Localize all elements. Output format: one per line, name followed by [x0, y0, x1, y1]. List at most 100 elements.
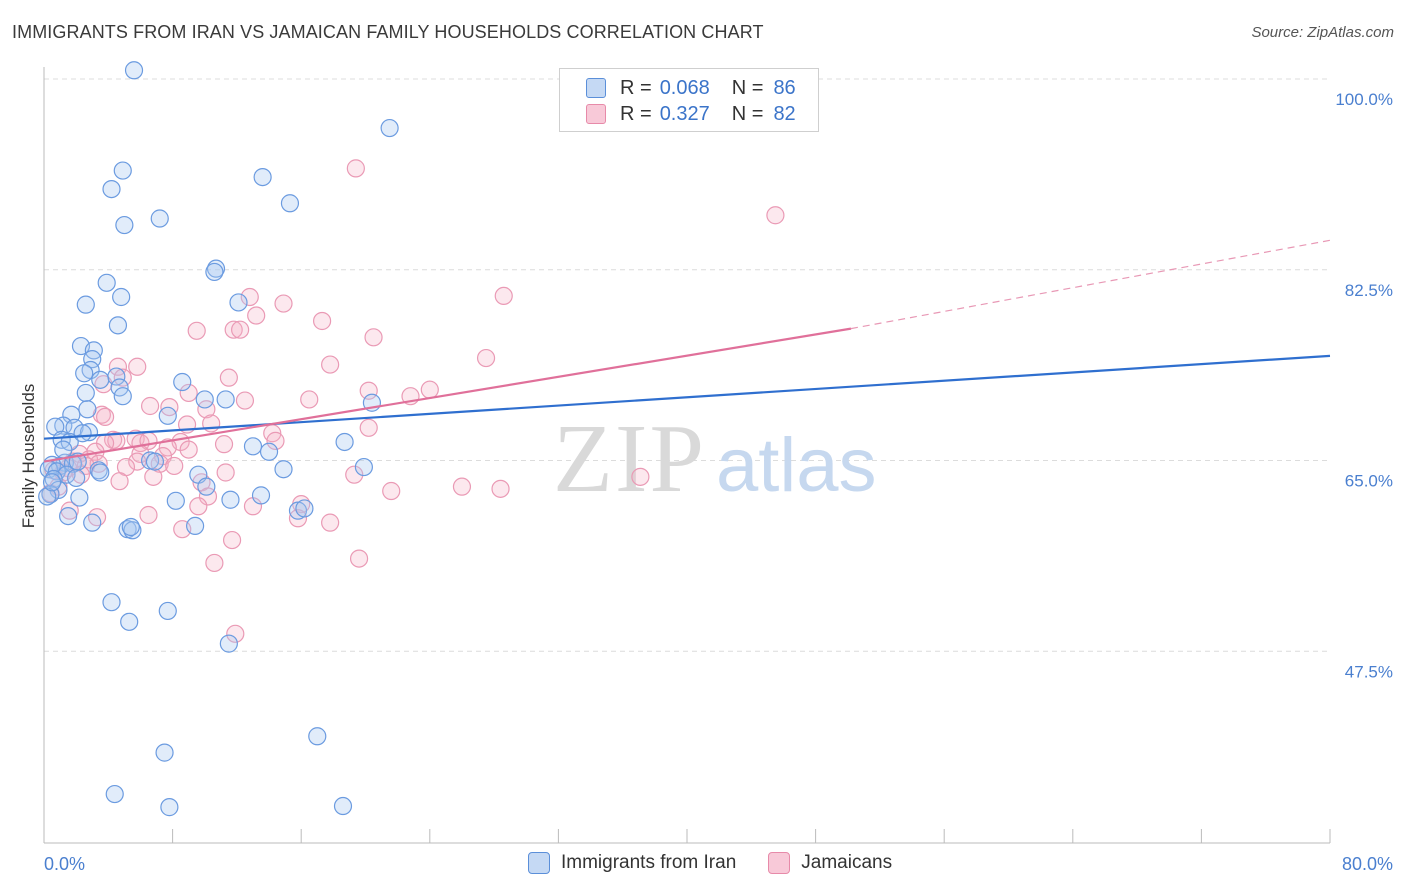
- legend-n-label: N =: [731, 102, 764, 125]
- series-label-jamaicans: Jamaicans: [801, 852, 893, 873]
- iran-point: [124, 61, 144, 80]
- jamaicans-point: [95, 407, 115, 426]
- jamaicans-point: [216, 463, 235, 482]
- iran-point: [78, 400, 97, 419]
- iran-point: [115, 215, 134, 235]
- jamaicans-point: [144, 467, 163, 486]
- correlation-legend: R = 0.068 N = 86 R = 0.327 N = 82: [559, 68, 819, 132]
- series-legend: Immigrants from Iran Jamaicans: [528, 852, 924, 874]
- iran-point: [73, 424, 92, 443]
- iran-point: [91, 463, 110, 482]
- jamaicans-point: [452, 477, 472, 496]
- iran-point: [75, 364, 94, 383]
- jamaicans-point: [214, 435, 234, 454]
- jamaicans-point: [288, 509, 308, 528]
- iran-point: [333, 796, 353, 816]
- legend-n-label: N =: [731, 76, 764, 99]
- iran-point: [160, 798, 179, 817]
- series-legend-item-jamaicans: Jamaicans: [768, 852, 892, 874]
- legend-swatch-iran: [586, 78, 606, 98]
- jamaicans-point: [189, 497, 208, 516]
- iran-point: [221, 490, 240, 509]
- iran-point: [243, 437, 263, 456]
- iran-point: [42, 473, 62, 492]
- jamaicans-point: [382, 481, 401, 501]
- jamaicans-point: [266, 431, 285, 450]
- iran-point: [308, 727, 327, 746]
- iran-point: [216, 390, 235, 409]
- iran-point: [76, 383, 95, 403]
- jamaicans-point: [364, 328, 383, 347]
- series-legend-item-iran: Immigrants from Iran: [528, 852, 736, 874]
- jamaicans-point: [219, 368, 238, 387]
- y-tick-label: 47.5%: [1345, 662, 1393, 681]
- iran-point: [155, 743, 174, 762]
- jamaicans-trend-extension: [850, 239, 1331, 330]
- jamaicans-point: [128, 357, 147, 376]
- jamaicans-point: [247, 306, 266, 325]
- jamaicans-point: [179, 383, 198, 403]
- iran-point: [205, 262, 224, 282]
- iran-point: [102, 179, 121, 199]
- iran-point: [280, 194, 300, 213]
- jamaicans-point: [113, 368, 132, 387]
- iran-point: [354, 457, 373, 477]
- jamaicans-point: [240, 287, 259, 307]
- data-points: [38, 61, 785, 817]
- y-tick-label: 100.0%: [1335, 90, 1393, 109]
- jamaicans-point: [139, 505, 158, 525]
- iran-point: [195, 390, 214, 409]
- watermark: ZIP atlas: [553, 405, 877, 513]
- legend-r-label: R =: [620, 102, 652, 125]
- legend-row-jamaicans: R = 0.327 N = 82: [586, 102, 796, 126]
- legend-r-value-jamaicans: 0.327: [659, 102, 710, 125]
- legend-swatch-jamaicans: [586, 104, 606, 124]
- iran-point: [108, 316, 128, 335]
- iran-point: [38, 487, 57, 506]
- jamaicans-point: [140, 396, 160, 416]
- iran-point: [197, 477, 216, 496]
- x-tick-label: 80.0%: [1342, 854, 1393, 874]
- x-tick-label: 0.0%: [44, 854, 85, 874]
- iran-point: [219, 634, 238, 653]
- jamaicans-point: [224, 320, 243, 339]
- iran-point: [121, 517, 140, 537]
- legend-r-value-iran: 0.068: [659, 76, 710, 99]
- series-swatch-iran: [528, 852, 550, 874]
- jamaicans-point: [359, 418, 378, 437]
- source-label: Source: ZipAtlas.com: [1251, 24, 1394, 41]
- jamaicans-point: [312, 311, 332, 331]
- iran-point: [113, 161, 132, 180]
- jamaicans-point: [165, 456, 184, 476]
- iran-point: [173, 372, 192, 392]
- iran-point: [229, 293, 248, 312]
- jamaicans-point: [226, 624, 245, 643]
- jamaicans-point: [87, 508, 107, 527]
- jamaicans-point: [274, 294, 293, 313]
- jamaicans-point: [766, 206, 785, 225]
- jamaicans-point: [110, 472, 129, 491]
- iran-point: [54, 440, 73, 459]
- iran-point: [120, 612, 139, 631]
- iran-point: [67, 468, 86, 488]
- iran-trend-line: [43, 354, 1331, 440]
- iran-point: [83, 513, 102, 532]
- jamaicans-point: [494, 286, 513, 306]
- iran-point: [295, 499, 314, 518]
- jamaicans-point: [420, 380, 439, 399]
- jamaicans-point: [359, 381, 378, 400]
- jamaicans-point: [346, 159, 365, 178]
- iran-point: [274, 460, 293, 479]
- iran-point: [166, 491, 185, 510]
- iran-point: [259, 442, 279, 461]
- jamaicans-point: [321, 513, 340, 532]
- axes: 47.5% 65.0% 82.5% 100.0% 0.0% 80.0%: [43, 67, 1393, 874]
- jamaicans-point: [349, 549, 369, 568]
- jamaicans-point: [631, 467, 650, 486]
- jamaicans-point: [222, 530, 242, 550]
- jamaicans-point: [231, 320, 250, 339]
- jamaicans-point: [300, 390, 319, 409]
- jamaicans-point: [128, 452, 147, 471]
- iran-point: [186, 516, 205, 536]
- jamaicans-trend-line: [43, 327, 852, 463]
